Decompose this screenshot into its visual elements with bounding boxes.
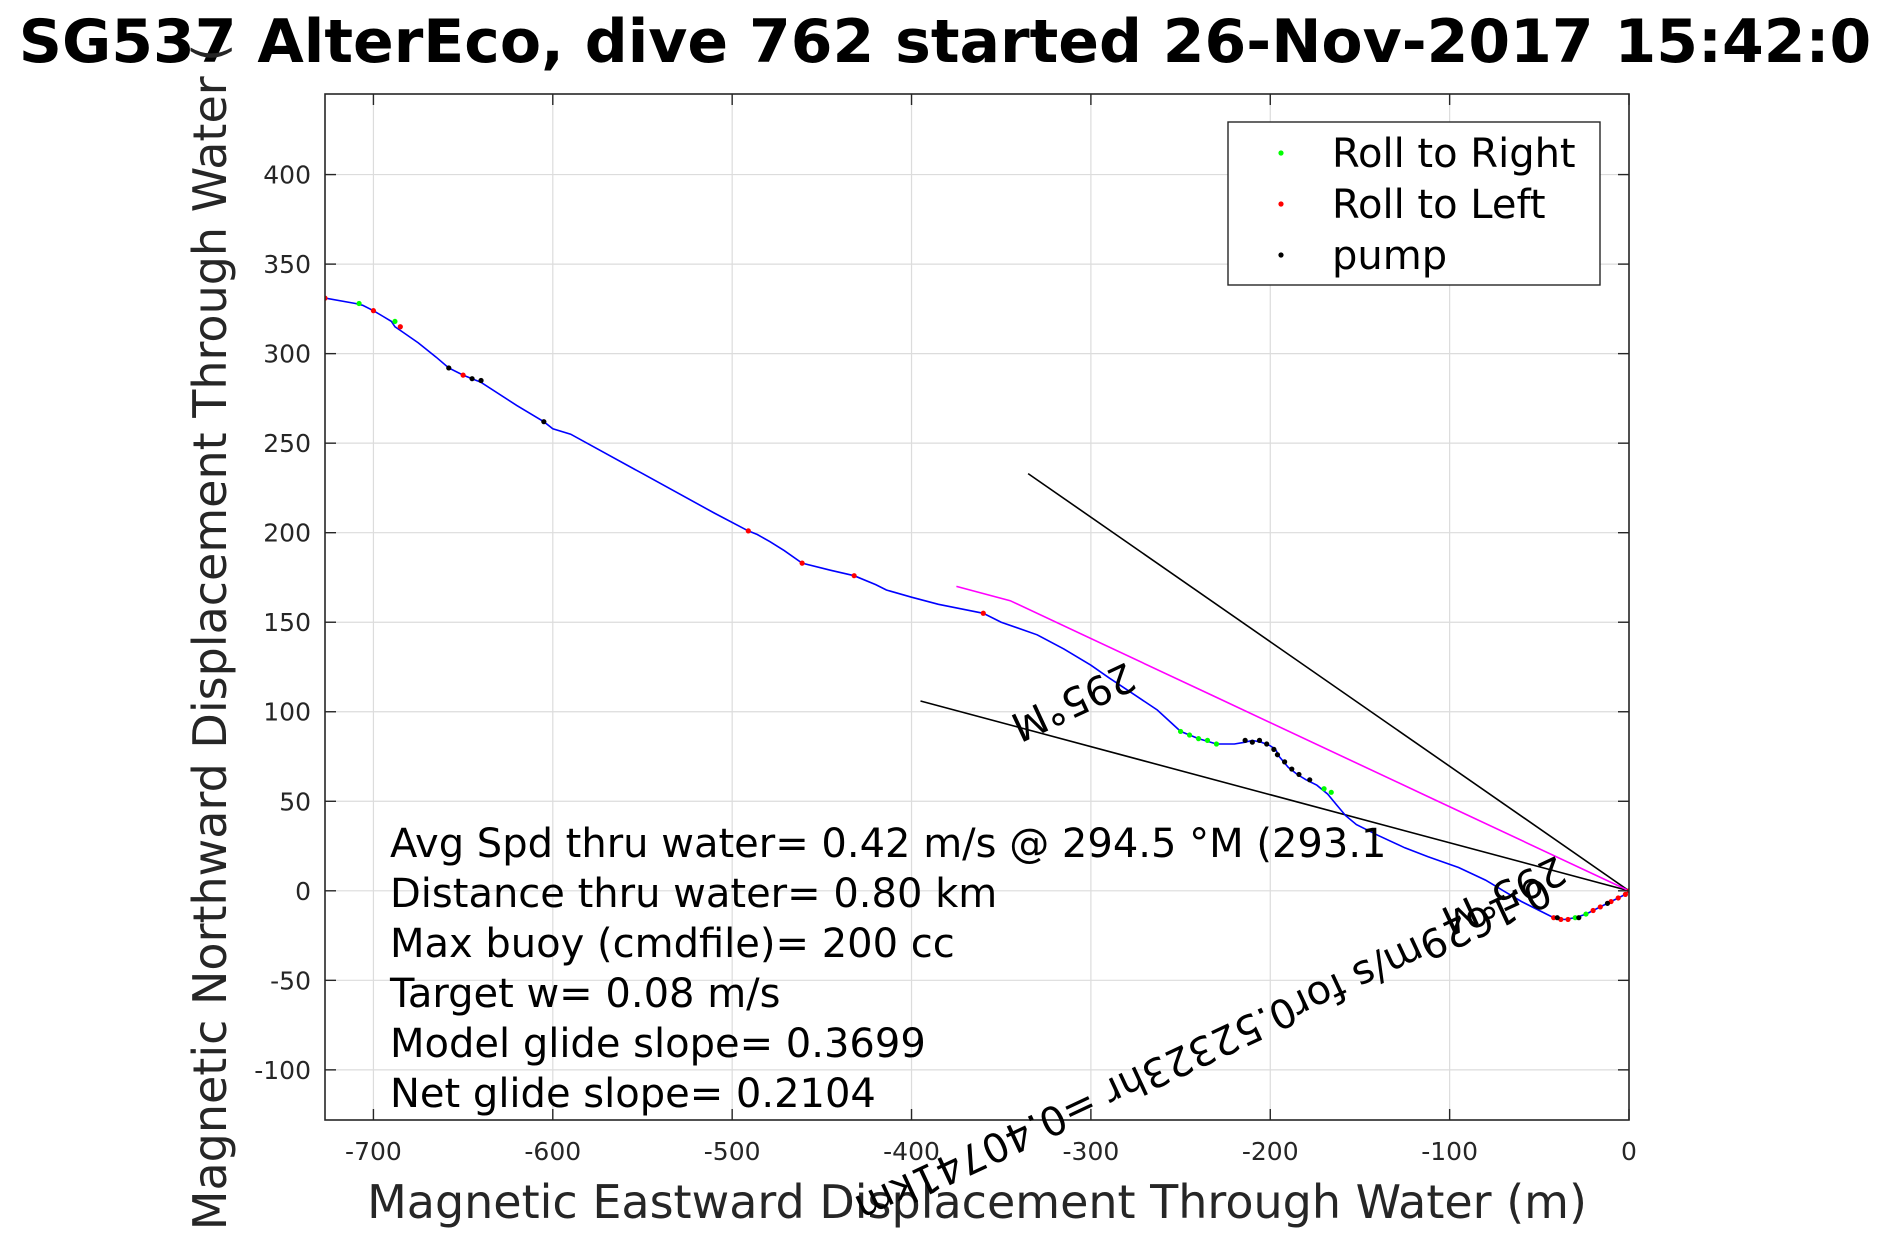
roll-left-marker bbox=[745, 528, 751, 534]
y-tick-label: 100 bbox=[263, 698, 311, 727]
roll-right-marker bbox=[1572, 915, 1578, 921]
stats-distance: Distance thru water= 0.80 km bbox=[390, 871, 997, 917]
roll-left-marker bbox=[980, 610, 986, 616]
legend-box bbox=[1227, 121, 1601, 286]
x-axis-label: Magnetic Eastward Displacement Through W… bbox=[367, 1175, 1587, 1229]
roll-right-marker bbox=[392, 318, 398, 325]
y-tick-label: 50 bbox=[279, 787, 311, 816]
pump-marker bbox=[1249, 739, 1255, 745]
pump-marker bbox=[1576, 915, 1582, 921]
reference-line bbox=[1027, 472, 1629, 892]
x-tick-label: -100 bbox=[1421, 1137, 1478, 1166]
legend: Roll to Right Roll to Left pump bbox=[1227, 121, 1601, 286]
roll-left-marker bbox=[397, 324, 403, 330]
roll-right-marker bbox=[1321, 786, 1327, 792]
legend-label-pump: pump bbox=[1332, 233, 1447, 279]
stats-model-glide-slope: Model glide slope= 0.3699 bbox=[390, 1021, 926, 1067]
y-tick-labels: 400 350 300 250 200 150 100 50 0 -50 -100 bbox=[254, 161, 311, 1085]
roll-left-marker bbox=[1565, 916, 1571, 923]
pump-marker bbox=[1242, 737, 1248, 743]
pump-marker bbox=[1264, 741, 1270, 747]
y-tick-label: -50 bbox=[270, 966, 311, 995]
pump-marker bbox=[478, 377, 484, 384]
legend-label-roll-left: Roll to Left bbox=[1332, 182, 1546, 228]
pump-marker bbox=[1282, 759, 1288, 765]
pump-marker bbox=[1271, 746, 1277, 752]
roll-left-marker bbox=[1590, 907, 1596, 914]
y-tick-label: 350 bbox=[263, 250, 311, 279]
y-tick-label: 0 bbox=[295, 877, 311, 906]
stats-max-buoy: Max buoy (cmdfile)= 200 cc bbox=[390, 921, 955, 967]
roll-left-marker bbox=[799, 560, 805, 566]
roll-right-marker bbox=[1328, 789, 1334, 795]
roll-left-marker bbox=[1615, 895, 1621, 901]
stats-net-glide-slope: Net glide slope= 0.2104 bbox=[390, 1071, 876, 1117]
y-tick-label: -100 bbox=[254, 1056, 311, 1085]
data-layer bbox=[325, 295, 1629, 923]
pump-marker bbox=[1256, 737, 1263, 743]
y-tick-label: 400 bbox=[263, 161, 311, 190]
roll-left-marker bbox=[460, 372, 466, 378]
pump-marker bbox=[1554, 915, 1560, 921]
x-tick-label: -500 bbox=[704, 1137, 761, 1166]
roll-left-marker bbox=[1551, 915, 1557, 921]
x-tick-label: -700 bbox=[345, 1137, 402, 1166]
roll-right-marker bbox=[1195, 736, 1202, 742]
legend-marker-roll-left bbox=[1278, 201, 1284, 207]
chart-title: SG537 AlterEco, dive 762 started 26-Nov-… bbox=[19, 7, 1872, 77]
roll-left-marker bbox=[1622, 891, 1629, 897]
pump-marker bbox=[1296, 771, 1302, 778]
stats-text-block: Avg Spd thru water= 0.42 m/s @ 294.5 °M … bbox=[389, 821, 1386, 1117]
pump-marker bbox=[541, 419, 547, 425]
roll-right-marker bbox=[1177, 728, 1184, 735]
x-tick-label: -600 bbox=[524, 1137, 581, 1166]
legend-label-roll-right: Roll to Right bbox=[1332, 131, 1576, 177]
roll-right-marker bbox=[1583, 911, 1589, 917]
roll-left-marker bbox=[1597, 904, 1603, 910]
series-line-depth-averaged-current bbox=[956, 585, 1629, 892]
stats-avg-speed: Avg Spd thru water= 0.42 m/s @ 294.5 °M … bbox=[390, 821, 1386, 867]
tick-marks bbox=[325, 94, 1630, 1120]
y-tick-label: 200 bbox=[263, 519, 311, 548]
pump-marker bbox=[1289, 766, 1295, 772]
x-tick-label: -400 bbox=[883, 1137, 940, 1166]
roll-right-marker bbox=[356, 300, 362, 307]
x-tick-label: 0 bbox=[1621, 1137, 1637, 1166]
legend-marker-pump bbox=[1278, 252, 1284, 258]
x-tick-label: -300 bbox=[1063, 1137, 1120, 1166]
y-axis-label: Magnetic Northward Displacement Through … bbox=[183, 44, 237, 1230]
stats-target-w: Target w= 0.08 m/s bbox=[389, 971, 780, 1017]
y-tick-label: 150 bbox=[263, 608, 311, 637]
roll-left-marker bbox=[370, 308, 377, 314]
legend-marker-roll-right bbox=[1278, 150, 1284, 156]
roll-left-marker bbox=[851, 573, 857, 579]
roll-right-marker bbox=[1186, 732, 1193, 738]
plot-frame bbox=[324, 93, 1630, 1121]
roll-right-marker bbox=[1204, 737, 1211, 743]
x-tick-label: -200 bbox=[1242, 1137, 1299, 1166]
pump-marker bbox=[1274, 752, 1281, 758]
reference-line bbox=[920, 700, 1629, 892]
pump-marker bbox=[469, 376, 475, 382]
pump-marker bbox=[1604, 900, 1611, 906]
y-tick-label: 300 bbox=[263, 340, 311, 369]
x-tick-labels: -700 -600 -500 -400 -300 -200 -100 0 bbox=[345, 1137, 1637, 1166]
pump-marker bbox=[446, 365, 452, 371]
pump-marker bbox=[1307, 777, 1313, 783]
roll-right-marker bbox=[1213, 741, 1220, 747]
series-line-track bbox=[325, 297, 1629, 921]
y-tick-label: 250 bbox=[263, 429, 311, 458]
